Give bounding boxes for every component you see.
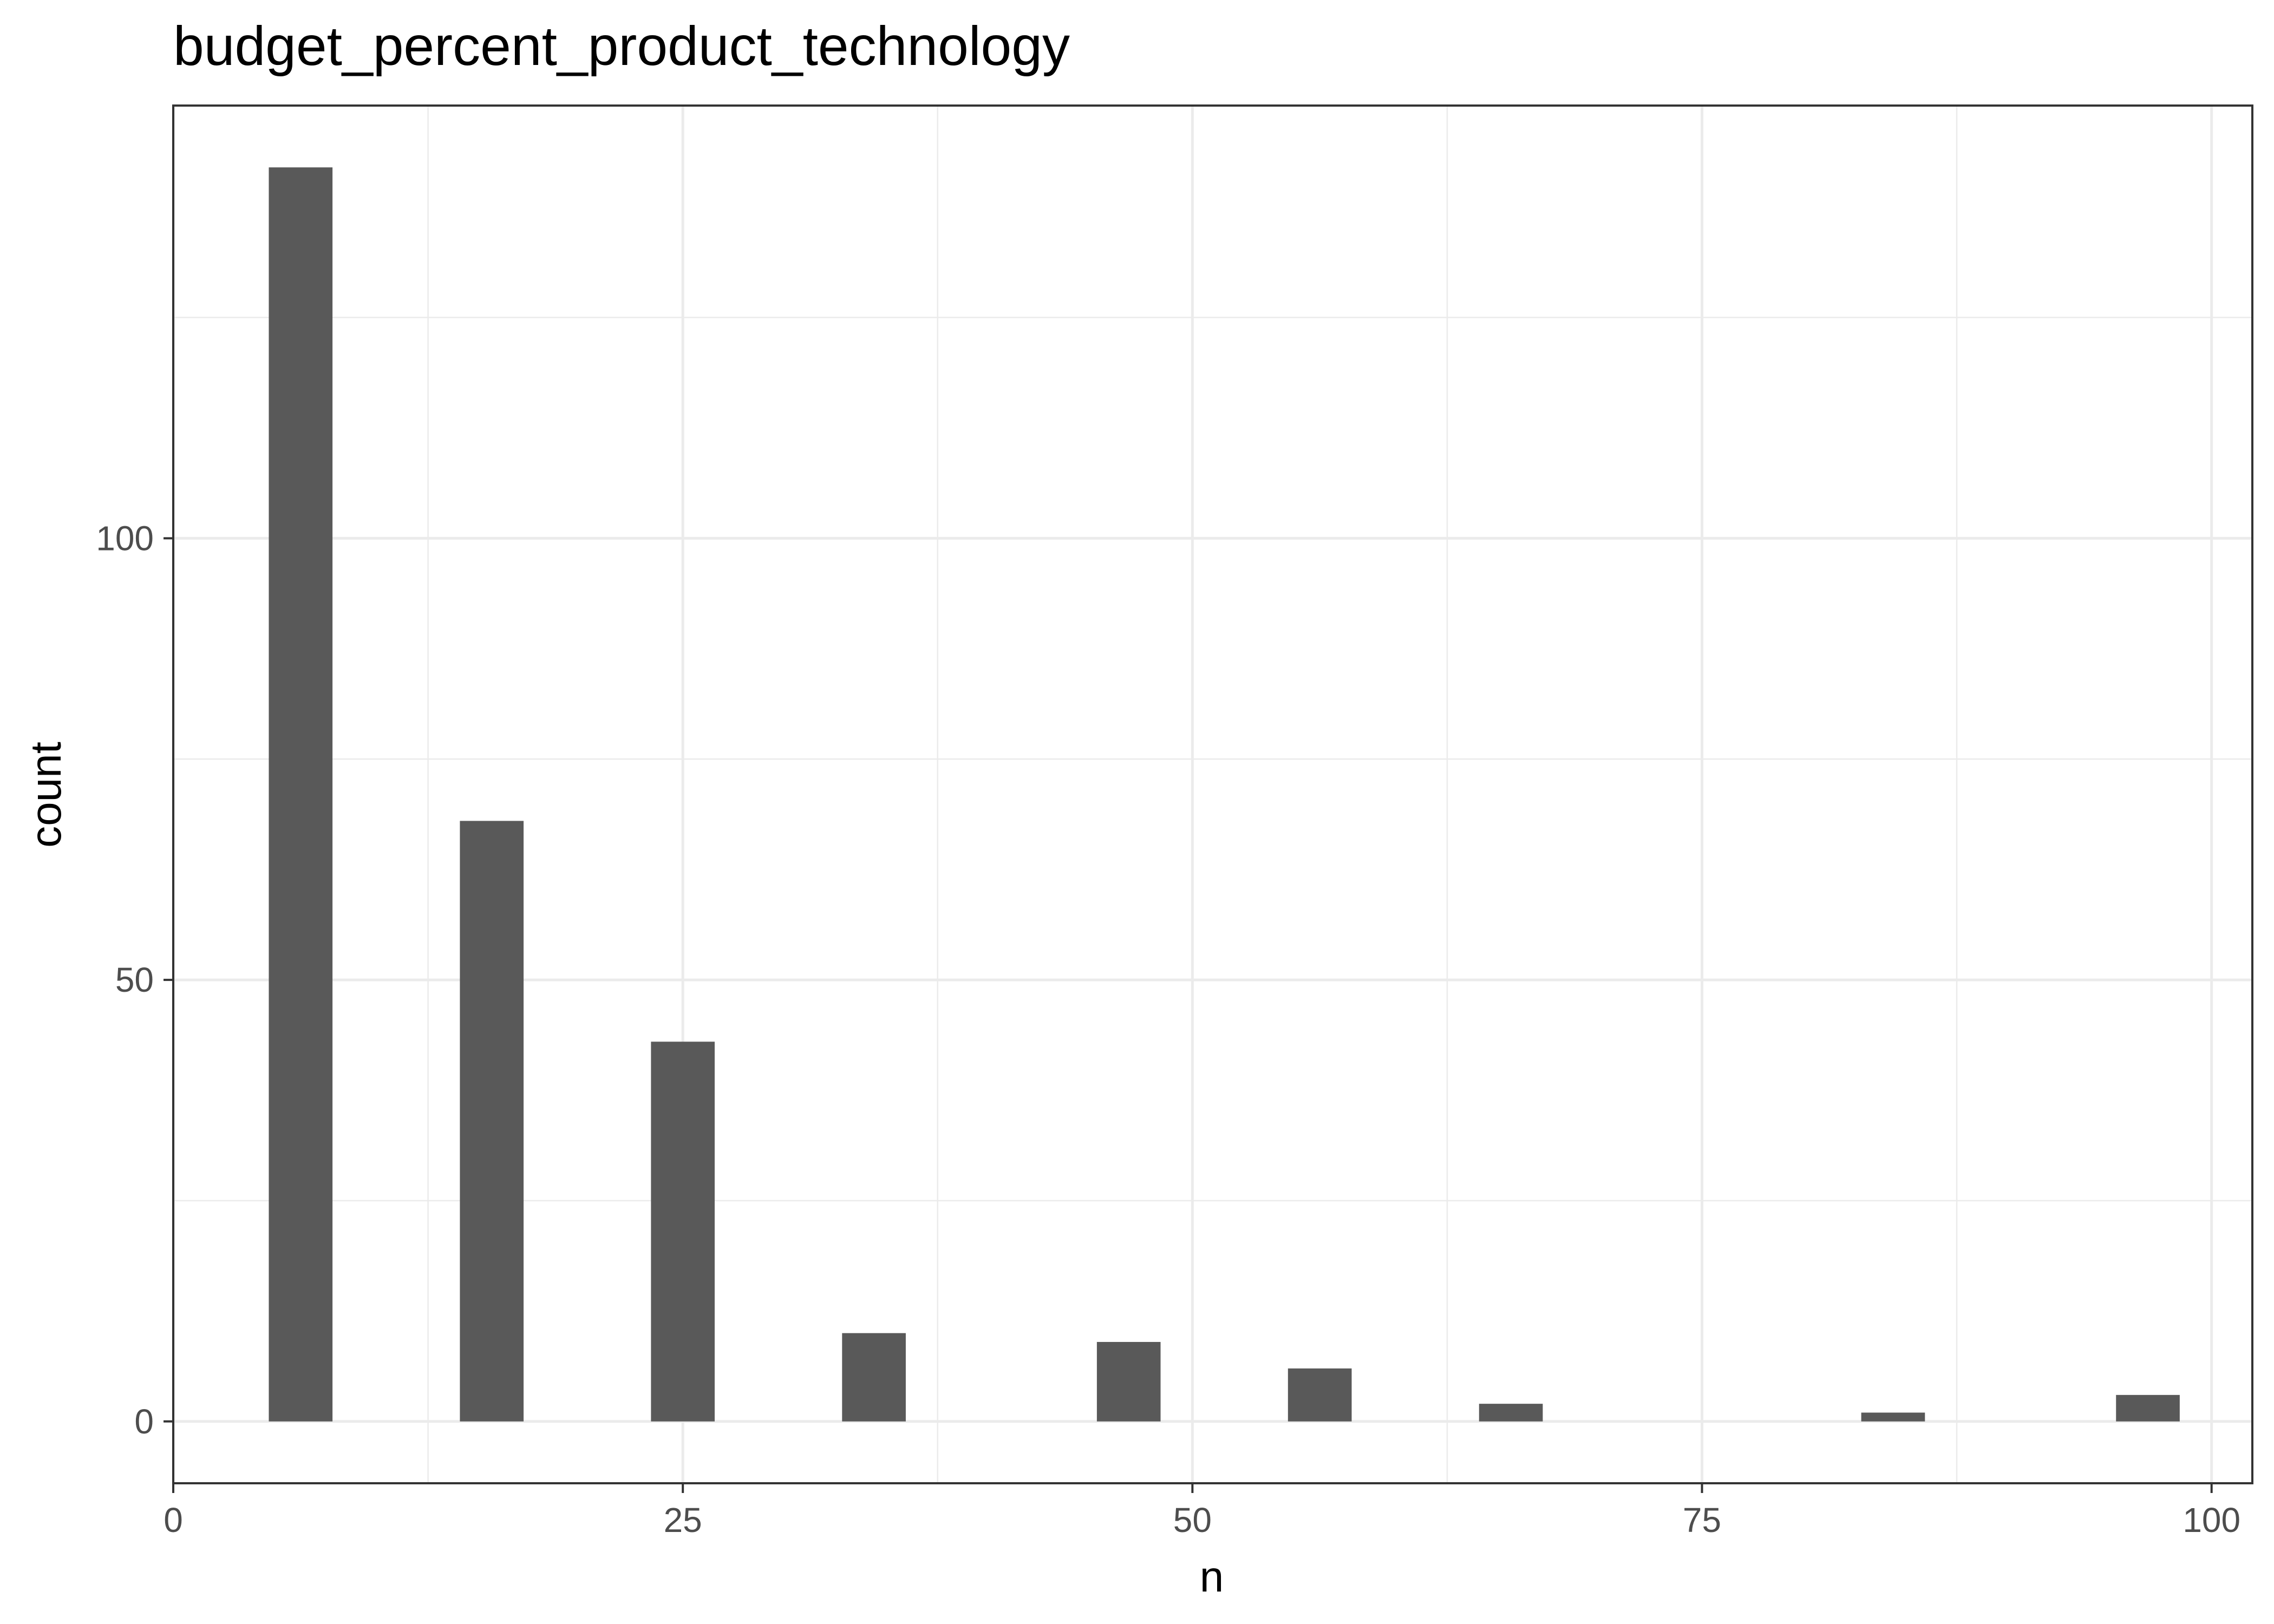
- y-axis: 0 50 100: [96, 519, 173, 1441]
- x-axis: 0 25 50 75 100: [164, 1483, 2240, 1540]
- bars: [269, 167, 2180, 1422]
- chart-title: budget_percent_product_technology: [173, 15, 1070, 77]
- panel-border: [172, 104, 2253, 1484]
- y-tick-label: 50: [115, 960, 154, 999]
- y-tick-label: 100: [96, 519, 154, 558]
- histogram-bar: [269, 167, 333, 1422]
- x-tick-label: 50: [1173, 1501, 1212, 1540]
- x-axis-title: n: [1200, 1553, 1224, 1601]
- histogram-bar: [1096, 1341, 1161, 1422]
- histogram-bar: [1479, 1404, 1543, 1422]
- x-tick-label: 75: [1683, 1501, 1721, 1540]
- histogram-bar: [1861, 1412, 1925, 1422]
- histogram-bar: [460, 821, 524, 1422]
- x-tick-label: 100: [2182, 1501, 2240, 1540]
- histogram-bar: [2116, 1394, 2180, 1422]
- y-tick-label: 0: [134, 1402, 154, 1441]
- histogram-bar: [651, 1042, 715, 1422]
- histogram-bar: [1288, 1368, 1352, 1422]
- x-tick-label: 25: [664, 1501, 702, 1540]
- x-tick-label: 0: [164, 1501, 183, 1540]
- y-axis-title: count: [22, 742, 70, 848]
- histogram-bar: [842, 1333, 906, 1422]
